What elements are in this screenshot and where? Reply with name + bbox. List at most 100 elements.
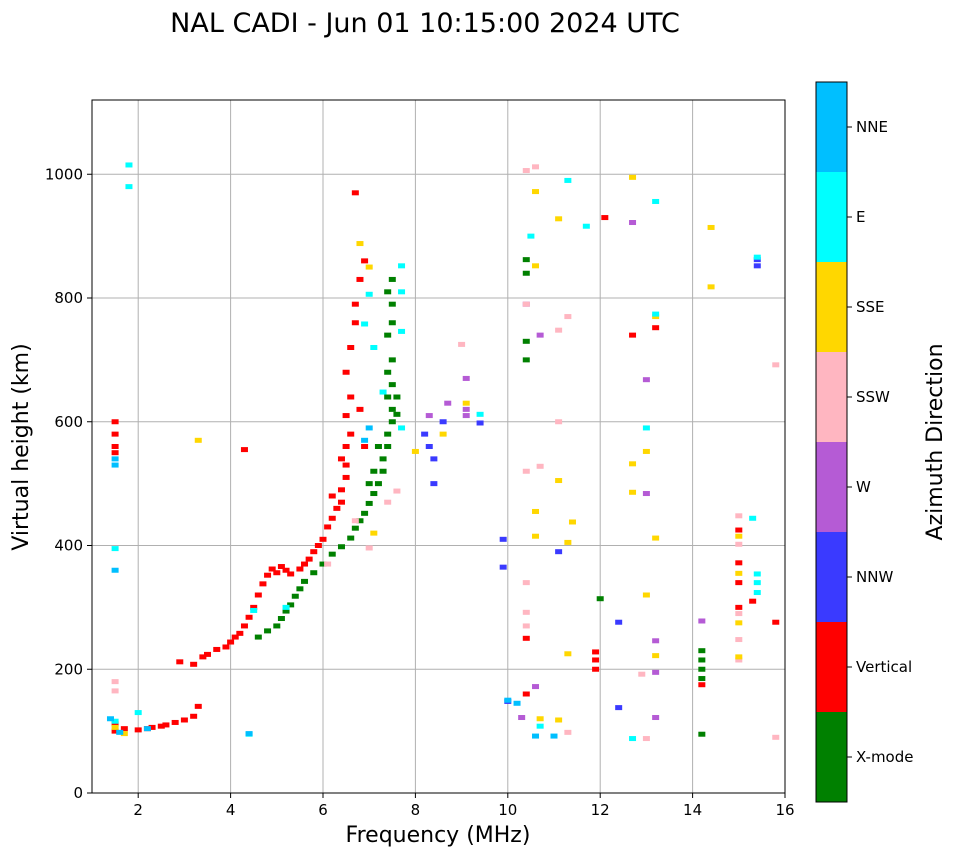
- data-point-nne: [143, 726, 151, 732]
- data-point-e: [476, 411, 484, 417]
- colorbar-tick-label: Vertical: [856, 658, 912, 676]
- data-point-nnw: [439, 419, 447, 425]
- data-point-nne: [111, 567, 119, 573]
- data-point-x-mode: [388, 276, 396, 282]
- data-point-nne: [550, 733, 558, 739]
- colorbar: X-mode Vertical NNW W SSW SSE E NNE: [815, 81, 913, 803]
- data-point-sse: [642, 448, 650, 454]
- data-point-vertical: [328, 515, 336, 521]
- data-point-x-mode: [319, 561, 327, 567]
- x-tick-label: 8: [411, 801, 421, 819]
- data-point-w: [652, 669, 660, 675]
- data-point-x-mode: [384, 431, 392, 437]
- data-point-vertical: [772, 619, 780, 625]
- data-point-x-mode: [379, 456, 387, 462]
- data-point-nnw: [555, 549, 563, 555]
- data-point-nnw: [430, 481, 438, 487]
- colorbar-segment-ssw: [816, 352, 847, 442]
- data-point-x-mode: [277, 616, 285, 622]
- colorbar-frame: [815, 81, 848, 803]
- data-point-vertical: [171, 719, 179, 725]
- data-point-w: [642, 491, 650, 497]
- colorbar-segment-x-mode: [816, 712, 847, 802]
- data-point-sse: [629, 461, 637, 467]
- data-point-ssw: [365, 545, 373, 551]
- data-point-ssw: [522, 468, 530, 474]
- y-tick-label: 0: [73, 784, 83, 802]
- data-point-e: [398, 328, 406, 334]
- y-tick-label: 200: [54, 660, 83, 678]
- y-axis-label: Virtual height (km): [9, 343, 34, 550]
- data-point-vertical: [231, 634, 239, 640]
- data-point-w: [444, 400, 452, 406]
- data-point-sse: [652, 653, 660, 659]
- data-point-sse: [735, 533, 743, 539]
- data-point-e: [125, 184, 133, 190]
- data-point-vertical: [277, 564, 285, 570]
- x-tick-label: 6: [318, 801, 328, 819]
- data-point-nne: [111, 462, 119, 468]
- data-point-sse: [532, 533, 540, 539]
- colorbar-segment-w: [816, 442, 847, 532]
- data-point-x-mode: [522, 338, 530, 344]
- data-point-nnw: [476, 420, 484, 426]
- data-point-w: [518, 715, 526, 721]
- data-point-vertical: [301, 561, 309, 567]
- y-tick-label: 400: [54, 537, 83, 555]
- data-point-nnw: [753, 263, 761, 269]
- data-point-e: [527, 233, 535, 239]
- data-point-x-mode: [351, 525, 359, 531]
- data-point-vertical: [240, 623, 248, 629]
- data-point-vertical: [342, 413, 350, 419]
- data-point-ssw: [735, 611, 743, 617]
- data-point-x-mode: [388, 419, 396, 425]
- data-point-sse: [707, 224, 715, 230]
- data-point-vertical: [250, 604, 258, 610]
- x-tick-label: 14: [683, 801, 702, 819]
- data-point-e: [753, 571, 761, 577]
- data-point-vertical: [522, 691, 530, 697]
- data-point-x-mode: [273, 623, 281, 629]
- data-point-vertical: [222, 644, 230, 650]
- data-point-sse: [735, 620, 743, 626]
- data-point-vertical: [199, 654, 207, 660]
- data-point-nnw: [425, 444, 433, 449]
- data-point-x-mode: [282, 608, 290, 614]
- data-point-sse: [365, 264, 373, 270]
- y-tick-label: 1000: [45, 165, 83, 183]
- data-point-vertical: [319, 536, 327, 542]
- x-tick-label: 12: [591, 801, 610, 819]
- data-point-x-mode: [388, 406, 396, 412]
- data-point-x-mode: [393, 411, 401, 417]
- data-point-vertical: [120, 726, 128, 732]
- data-point-x-mode: [328, 551, 336, 557]
- data-point-vertical: [268, 566, 276, 572]
- data-point-ssw: [772, 362, 780, 368]
- x-axis-label: Frequency (MHz): [346, 823, 531, 848]
- data-point-sse: [629, 174, 637, 180]
- data-point-vertical: [601, 215, 609, 221]
- data-point-sse: [652, 535, 660, 541]
- data-point-ssw: [384, 499, 392, 505]
- data-point-ssw: [522, 609, 530, 615]
- data-point-x-mode: [361, 510, 369, 516]
- data-point-vertical: [698, 682, 706, 688]
- data-point-sse: [356, 241, 364, 247]
- data-point-vertical: [735, 560, 743, 566]
- y-tick-label: 600: [54, 413, 83, 431]
- data-point-x-mode: [384, 289, 392, 295]
- data-point-e: [125, 162, 133, 168]
- data-point-x-mode: [264, 628, 272, 634]
- data-point-vertical: [273, 570, 281, 576]
- data-point-sse: [555, 478, 563, 484]
- data-point-vertical: [592, 649, 600, 655]
- data-point-e: [365, 291, 373, 297]
- data-point-vertical: [522, 635, 530, 641]
- data-point-x-mode: [287, 602, 295, 608]
- data-point-vertical: [148, 724, 156, 730]
- data-point-w: [462, 406, 470, 412]
- data-point-vertical: [333, 505, 341, 511]
- colorbar-tick-label: SSE: [856, 298, 885, 316]
- data-point-e: [536, 723, 544, 729]
- data-point-ssw: [564, 314, 572, 320]
